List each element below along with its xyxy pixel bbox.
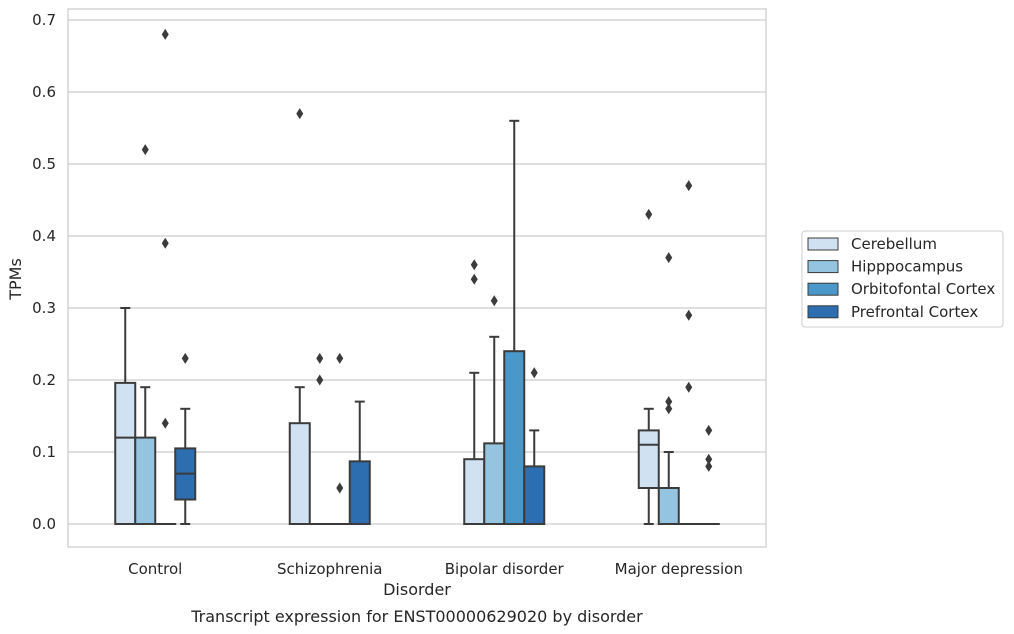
box-0-1 [288,108,311,526]
outlier-point [470,273,478,285]
outlier-point [665,403,673,415]
chart-caption: Transcript expression for ENST0000062902… [190,607,643,626]
box-body [114,381,137,525]
y-tick-labels: 0.0 0.1 0.2 0.3 0.4 0.5 0.6 0.7 [32,11,56,533]
x-tick-label: Major depression [615,560,743,578]
legend-label: Prefrontal Cortex [851,303,978,321]
box-3-2 [523,367,546,525]
box-body [637,429,660,489]
box-body [657,487,680,525]
legend-label: Hipppocampus [851,258,963,276]
box-2-3 [677,180,700,526]
box-1-2 [483,295,506,525]
plot-frame [67,8,767,548]
box-1-1 [308,352,331,526]
y-tick-label: 0.0 [32,515,56,533]
legend-label: Cerebellum [851,235,937,253]
x-tick-labels: Control Schizophrenia Bipolar disorder Majo… [128,560,743,578]
y-tick-label: 0.3 [32,299,56,317]
legend: Cerebellum Hipppocampus Orbitofontal Corte… [801,230,1004,328]
y-tick-label: 0.6 [32,83,56,101]
y-tick-label: 0.5 [32,155,56,173]
box-body [134,436,157,526]
outlier-point [665,252,673,264]
box-body [503,350,526,526]
box-3-1 [348,400,371,525]
outlier-point [705,424,713,436]
x-axis-label: Disorder [383,580,451,599]
outlier-point [336,352,344,364]
legend-swatch [807,260,839,274]
outlier-point [530,367,538,379]
box-2-2 [503,119,526,526]
box-3-0 [174,352,197,525]
outlier-point [161,28,169,40]
outlier-point [296,108,304,120]
box-body [483,442,506,525]
legend-frame [801,230,1004,328]
outlier-point [316,352,324,364]
x-tick-label: Schizophrenia [277,560,382,578]
legend-swatch [807,305,839,319]
box-1-3 [657,252,680,525]
outlier-point [685,381,693,393]
legend-swatch [807,282,839,296]
y-tick-label: 0.4 [32,227,56,245]
legend-swatch [807,237,839,251]
y-tick-label: 0.2 [32,371,56,389]
outlier-point [705,453,713,465]
outlier-point [685,180,693,192]
box-2-1 [328,352,351,526]
box-2-0 [154,28,177,526]
outlier-point [336,482,344,494]
y-tick-label: 0.7 [32,11,56,29]
outlier-point [490,295,498,307]
box-body [288,422,311,526]
box-body [463,458,486,526]
legend-label: Orbitofontal Cortex [851,280,995,298]
boxes [114,28,720,526]
box-0-2 [463,259,486,526]
outlier-point [316,374,324,386]
outlier-point [705,460,713,472]
outlier-point [141,144,149,156]
outlier-point [645,208,653,220]
box-0-3 [637,208,660,525]
box-0-0 [114,307,137,525]
outlier-point [665,396,673,408]
outlier-point [161,237,169,249]
outlier-point [685,309,693,321]
outlier-point [470,259,478,271]
y-tick-label: 0.1 [32,443,56,461]
box-body [523,465,546,525]
outlier-point [161,417,169,429]
x-tick-label: Bipolar disorder [445,560,565,578]
box-1-0 [134,144,157,526]
box-body [348,460,371,525]
x-tick-label: Control [128,560,182,578]
y-axis-label: TPMs [6,258,25,301]
grid-lines [68,19,766,525]
box-3-3 [697,424,720,526]
outlier-point [181,352,189,364]
